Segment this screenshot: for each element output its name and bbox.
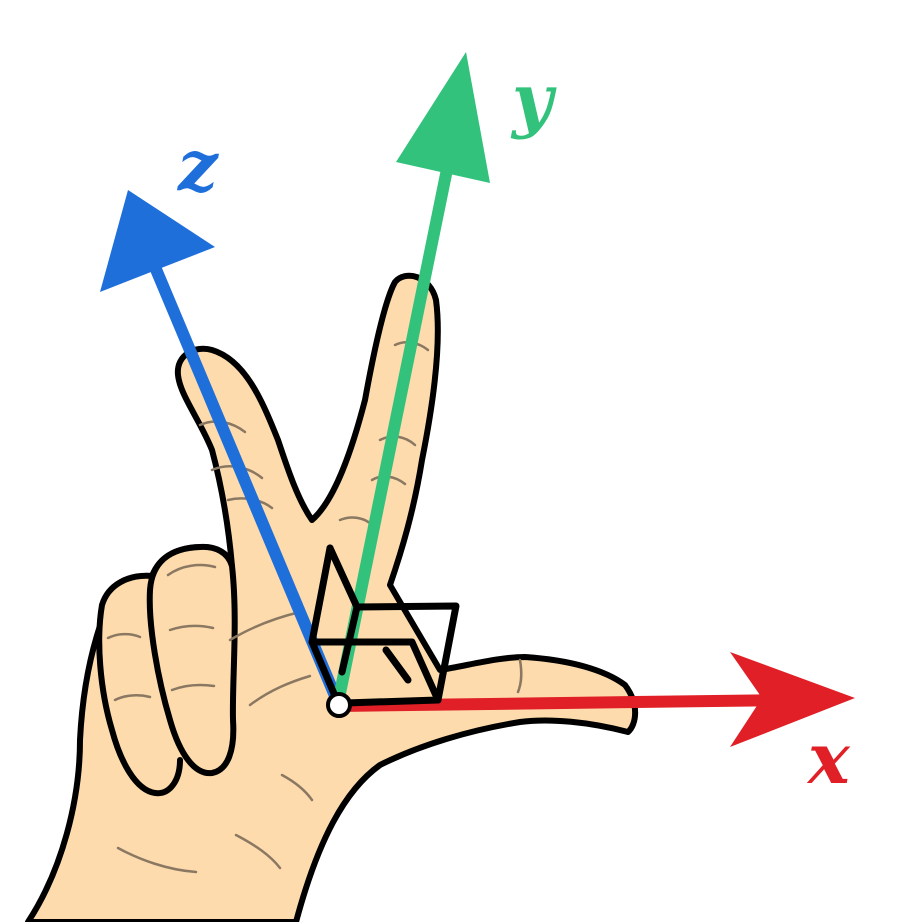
z-axis-label: z <box>176 124 219 207</box>
x-axis-arrow <box>332 652 855 747</box>
z-axis-arrow <box>100 190 344 709</box>
x-axis-label: x <box>806 717 851 800</box>
origin-point <box>326 692 352 718</box>
right-angle-marker-icon <box>308 544 460 707</box>
y-axis-label: y <box>510 58 557 141</box>
middle-back-finger <box>146 543 238 777</box>
right-hand-icon <box>25 272 639 922</box>
